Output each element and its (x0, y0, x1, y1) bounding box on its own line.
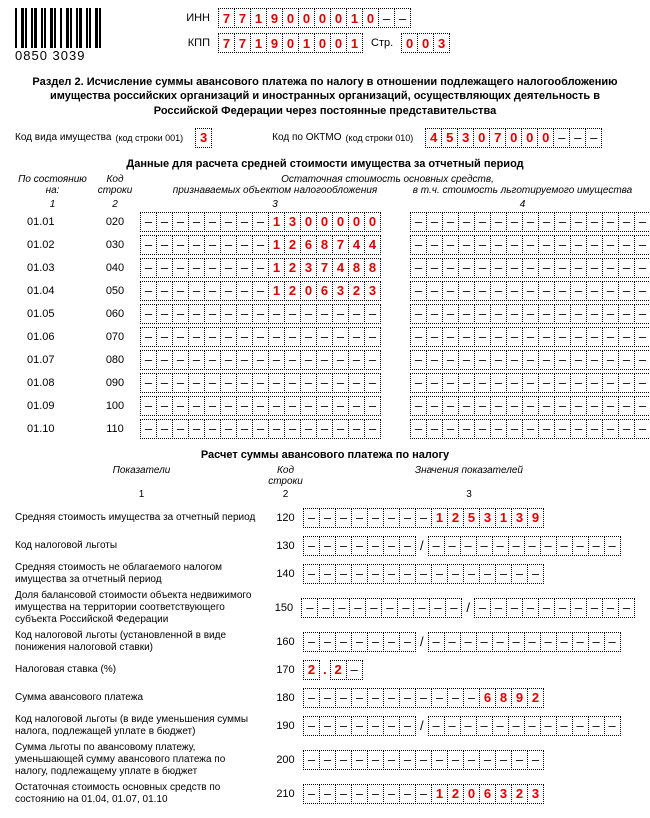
col4-head: в т.ч. стоимость льготируемого имущества (410, 185, 635, 196)
page-cells: 003 (401, 33, 450, 53)
calc-h1: Показатели (15, 465, 268, 487)
calc-row: Код налоговой льготы130–––––––/–––––––––… (15, 534, 635, 558)
num2: 2 (90, 199, 140, 210)
calc-row: Налоговая ставка (%)1702.2– (15, 658, 635, 682)
line001-paren: (код строки 001) (115, 133, 183, 143)
calc-row: Сумма авансового платежа180–––––––––––68… (15, 686, 635, 710)
calc-h3: Значения показателей (303, 465, 635, 487)
calc-title: Расчет суммы авансового платежа по налог… (15, 449, 635, 461)
barcode-lines (15, 8, 105, 48)
line001-label: Код вида имущества (15, 132, 111, 143)
num4: 4 (410, 199, 635, 210)
calc-row: Сумма льготы по авансовому платежу, умен… (15, 742, 635, 778)
header-fields: ИНН 7719000010–– КПП 771901001 Стр. 003 (175, 8, 450, 58)
inn-label: ИНН (175, 12, 210, 24)
table-row: 01.09100–––––––––––––––––––––––––––––– (15, 396, 635, 416)
table-row: 01.03040––––––––1237488––––––––––––––– (15, 258, 635, 278)
line010-paren: (код строки 010) (346, 133, 414, 143)
col-date-head: По состоянию на: (15, 174, 90, 196)
table-row: 01.07080–––––––––––––––––––––––––––––– (15, 350, 635, 370)
line-001: Код вида имущества (код строки 001) 3 Ко… (15, 128, 635, 148)
calc-n2: 2 (268, 489, 303, 500)
line010-label: Код по ОКТМО (272, 132, 341, 143)
line010-cells: 45307000––– (425, 128, 602, 148)
table-row: 01.04050––––––––1206323––––––––––––––– (15, 281, 635, 301)
table-row: 01.05060–––––––––––––––––––––––––––––– (15, 304, 635, 324)
col-code-head: Код строки (90, 174, 140, 196)
barcode: 0850 3039 (15, 8, 105, 63)
section-title: Раздел 2. Исчисление суммы авансового пл… (25, 75, 625, 118)
page-label: Стр. (371, 37, 393, 49)
num1: 1 (15, 199, 90, 210)
calc-n1: 1 (15, 489, 268, 500)
inn-cells: 7719000010–– (218, 8, 411, 28)
table-row: 01.08090–––––––––––––––––––––––––––––– (15, 373, 635, 393)
col-super3: Остаточная стоимость основных средств, (140, 174, 635, 185)
calc-row: Остаточная стоимость основных средств по… (15, 782, 635, 806)
calc-row: Средняя стоимость не облагаемого налогом… (15, 562, 635, 586)
calc-row: Код налоговой льготы (в виде уменьшения … (15, 714, 635, 738)
data-rows: 01.01020––––––––1300000––––––––––––––– 01… (15, 212, 635, 439)
calc-rows: Средняя стоимость имущества за отчетный … (15, 506, 635, 806)
table-row: 01.06070–––––––––––––––––––––––––––––– (15, 327, 635, 347)
barcode-number: 0850 3039 (15, 48, 105, 63)
kpp-cells: 771901001 (218, 33, 363, 53)
table-row: 01.01020––––––––1300000––––––––––––––– (15, 212, 635, 232)
table-row: 01.10110–––––––––––––––––––––––––––––– (15, 419, 635, 439)
calc-row: Средняя стоимость имущества за отчетный … (15, 506, 635, 530)
col3-head: признаваемых объектом налогообложения (140, 185, 410, 196)
calc-h2: Код строки (268, 465, 303, 487)
num3: 3 (140, 199, 410, 210)
line001-cells: 3 (195, 128, 212, 148)
calc-row: Код налоговой льготы (установленной в ви… (15, 630, 635, 654)
table-title: Данные для расчета средней стоимости иму… (15, 158, 635, 170)
table-row: 01.02030––––––––1268744––––––––––––––– (15, 235, 635, 255)
header: 0850 3039 ИНН 7719000010–– КПП 771901001… (15, 8, 635, 63)
kpp-label: КПП (175, 37, 210, 49)
calc-row: Доля балансовой стоимости объекта недвиж… (15, 590, 635, 626)
calc-n3: 3 (303, 489, 635, 500)
data-table: По состоянию на: Код строки Остаточная с… (15, 174, 635, 439)
